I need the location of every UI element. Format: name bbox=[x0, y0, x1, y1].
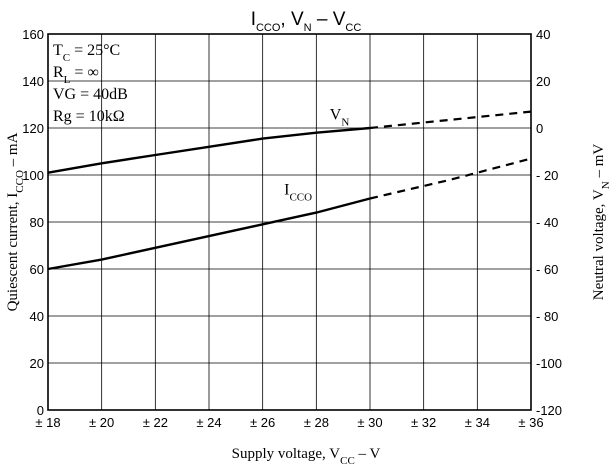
x-tick-label: ± 20 bbox=[89, 415, 114, 430]
x-tick-label: ± 24 bbox=[196, 415, 221, 430]
y-left-tick-label: 120 bbox=[22, 121, 44, 136]
y-right-tick-label: - 20 bbox=[536, 168, 558, 183]
y-left-tick-label: 80 bbox=[30, 215, 44, 230]
chart-title: ICCO, VN – VCC bbox=[251, 9, 362, 34]
x-axis-label: Supply voltage, VCC – V bbox=[232, 446, 381, 467]
x-tick-label: ± 34 bbox=[465, 415, 490, 430]
y-right-tick-label: -100 bbox=[536, 356, 562, 371]
y-left-axis-label: Quiescent current, ICCO – mA bbox=[5, 132, 26, 311]
series-line bbox=[47, 126, 371, 174]
x-tick-label: ± 32 bbox=[411, 415, 436, 430]
y-right-tick-label: 0 bbox=[536, 121, 543, 136]
y-right-tick-label: 40 bbox=[536, 27, 550, 42]
y-left-tick-label: 160 bbox=[22, 27, 44, 42]
x-tick-label: ± 18 bbox=[35, 415, 60, 430]
y-left-tick-label: 60 bbox=[30, 262, 44, 277]
y-left-tick-label: 40 bbox=[30, 309, 44, 324]
series-line-dashed bbox=[369, 157, 532, 200]
condition-label: Rg = 10kΩ bbox=[53, 108, 125, 125]
x-tick-label: ± 22 bbox=[143, 415, 168, 430]
series-line bbox=[47, 197, 371, 271]
tick-labels: ± 18 ± 20 ± 22 ± 24 ± 26 ± 28 ± 30 ± 32 ± 34 ± 36… bbox=[22, 27, 562, 430]
series-layer bbox=[47, 110, 532, 271]
text-labels: VN ICCO ICCO, VN – VCC Supply voltage, VCC … bbox=[5, 9, 612, 467]
x-tick-label: ± 28 bbox=[304, 415, 329, 430]
y-left-tick-label: 100 bbox=[22, 168, 44, 183]
y-left-tick-label: 20 bbox=[30, 356, 44, 371]
x-tick-label: ± 30 bbox=[357, 415, 382, 430]
y-right-tick-label: - 60 bbox=[536, 262, 558, 277]
condition-label: VG = 40dB bbox=[53, 86, 128, 103]
y-left-tick-label: 140 bbox=[22, 74, 44, 89]
condition-label: RL = ∞ bbox=[53, 64, 99, 86]
y-right-axis-label: Neutral voltage, VN – mV bbox=[591, 144, 612, 301]
plot-frame bbox=[47, 33, 532, 411]
series-line-dashed bbox=[369, 110, 532, 130]
x-tick-label: ± 26 bbox=[250, 415, 275, 430]
x-tick-label: ± 36 bbox=[518, 415, 543, 430]
series-label: VN bbox=[330, 106, 350, 128]
y-left-tick-label: 0 bbox=[37, 403, 44, 418]
condition-label: TC = 25°C bbox=[53, 42, 120, 64]
y-right-tick-label: - 80 bbox=[536, 309, 558, 324]
y-right-tick-label: -120 bbox=[536, 403, 562, 418]
series-label: ICCO bbox=[284, 182, 312, 204]
y-right-tick-label: - 40 bbox=[536, 215, 558, 230]
y-right-tick-label: 20 bbox=[536, 74, 550, 89]
